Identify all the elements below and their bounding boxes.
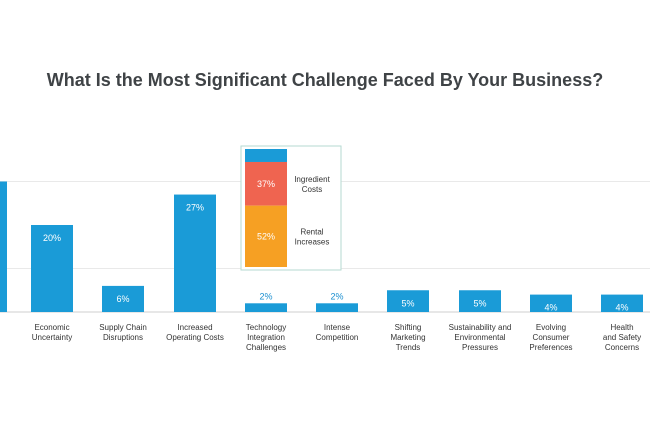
bar-6 (387, 290, 429, 312)
category-label-2-0: Supply Chain (99, 323, 147, 332)
category-label-7-1: Environmental (454, 333, 505, 342)
category-label-9-0: Health (610, 323, 633, 332)
bar-9 (601, 294, 643, 312)
category-label-6-1: Marketing (390, 333, 425, 342)
category-label-8-2: Preferences (529, 343, 572, 352)
bar-value-label-4: 2% (259, 291, 272, 301)
breakdown-name-2-1: Increases (295, 237, 330, 246)
category-label-9-1: and Safety (603, 333, 641, 342)
category-label-8-0: Evolving (536, 323, 566, 332)
category-label-1-0: Economic (34, 323, 69, 332)
category-label-3-0: Increased (177, 323, 212, 332)
bar-value-label-6: 5% (401, 298, 414, 308)
category-label-7-2: Pressures (462, 343, 498, 352)
category-label-5-0: Intense (324, 323, 351, 332)
category-label-7-0: Sustainability and (449, 323, 512, 332)
category-label-2-1: Disruptions (103, 333, 143, 342)
category-label-1-1: Uncertainty (32, 333, 72, 342)
chart-title: What Is the Most Significant Challenge F… (46, 70, 604, 90)
bar-value-label-1: 20% (43, 233, 61, 243)
category-label-4-2: Challenges (246, 343, 286, 352)
category-label-5-1: Competition (316, 333, 359, 342)
bar-value-label-7: 5% (473, 298, 486, 308)
category-label-4-0: Technology (246, 323, 286, 332)
breakdown-value-1: 37% (257, 179, 275, 189)
bar-4 (245, 303, 287, 312)
bar-value-label-8: 4% (544, 303, 557, 313)
breakdown-name-2-0: Rental (300, 227, 323, 236)
bar-value-label-2: 6% (116, 294, 129, 304)
breakdown-segment-2 (245, 205, 287, 267)
breakdown-segment-0 (245, 149, 287, 162)
category-label-6-2: Trends (396, 343, 421, 352)
bar-value-label-9: 4% (615, 303, 628, 313)
bar-3 (174, 194, 216, 312)
category-label-4-1: Integration (247, 333, 285, 342)
category-label-8-1: Consumer (533, 333, 570, 342)
bar-7 (459, 290, 501, 312)
category-label-9-2: Concerns (605, 343, 639, 352)
category-label-6-0: Shifting (395, 323, 422, 332)
bar-1 (31, 225, 73, 312)
bar-value-label-5: 2% (330, 291, 343, 301)
bar-5 (316, 303, 358, 312)
breakdown-name-1-0: Ingredient (294, 175, 330, 184)
bar-2 (102, 285, 144, 312)
breakdown-value-2: 52% (257, 231, 275, 241)
bar-value-label-3: 27% (186, 203, 204, 213)
breakdown-name-1-1: Costs (302, 185, 322, 194)
bar-8 (530, 294, 572, 312)
breakdown-segment-1 (245, 161, 287, 206)
bar-0 (0, 181, 7, 312)
category-label-3-1: Operating Costs (166, 333, 224, 342)
